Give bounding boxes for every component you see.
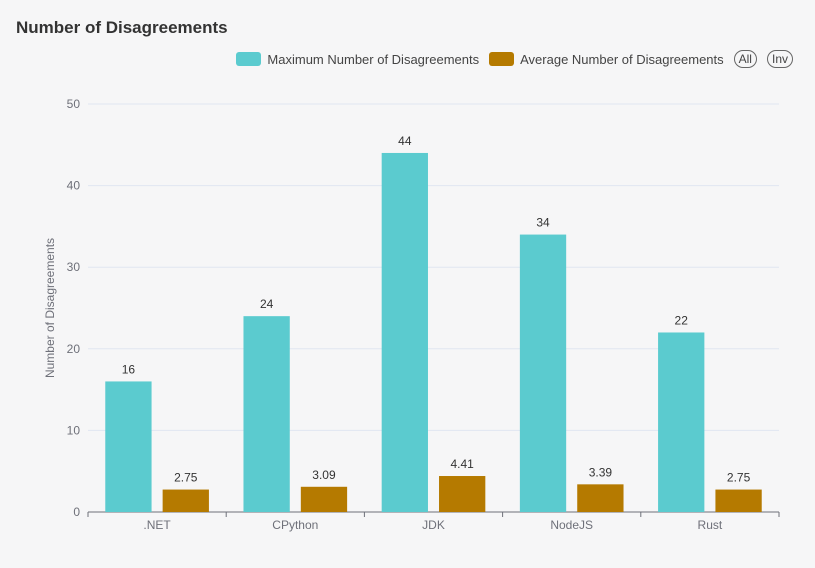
bar-value-label: 24 [260, 297, 274, 311]
legend-select-all-button[interactable]: All [733, 50, 757, 68]
bar-value-label: 4.41 [450, 457, 474, 471]
bar-value-label: 34 [536, 216, 550, 230]
bar [715, 489, 762, 512]
legend-swatch-average [489, 52, 515, 66]
bar [243, 316, 290, 512]
bar [519, 234, 567, 512]
y-axis-title: Number of Disagreements [43, 238, 57, 378]
legend-label-maximum: Maximum Number of Disagreements [267, 51, 480, 67]
y-tick-label: 0 [73, 505, 80, 519]
bar [381, 152, 428, 512]
x-tick-label: NodeJS [550, 518, 593, 532]
bar-value-label: 2.75 [174, 471, 198, 485]
bar [300, 486, 348, 512]
y-tick-label: 10 [67, 423, 81, 437]
bar-value-label: 3.39 [589, 465, 613, 479]
legend-swatch-maximum [236, 52, 262, 66]
x-tick-label: JDK [422, 518, 445, 532]
chart-title: Number of Disagreements [16, 18, 228, 37]
bar-value-label: 22 [675, 313, 689, 327]
legend-item-average[interactable]: Average Number of Disagreements [489, 52, 724, 67]
y-tick-label: 20 [67, 342, 81, 356]
y-tick-label: 30 [67, 260, 81, 274]
bar [658, 332, 705, 512]
y-tick-label: 40 [67, 179, 81, 193]
bar [577, 484, 624, 512]
legend: Maximum Number of Disagreements Average … [236, 50, 793, 68]
legend-label-average: Average Number of Disagreements [520, 51, 724, 67]
bar [105, 381, 152, 512]
bar-value-label: 44 [398, 134, 412, 148]
y-tick-label: 50 [67, 97, 81, 111]
legend-item-maximum[interactable]: Maximum Number of Disagreements [236, 52, 479, 67]
bar [439, 476, 486, 512]
bar-value-label: 3.09 [312, 468, 336, 482]
bar-value-label: 2.75 [727, 471, 751, 485]
x-tick-label: CPython [272, 518, 318, 532]
bar-value-label: 16 [122, 362, 136, 376]
bar [162, 489, 209, 512]
x-tick-label: .NET [143, 518, 171, 532]
x-tick-label: Rust [698, 518, 723, 532]
legend-inverse-button[interactable]: Inv [766, 50, 793, 68]
